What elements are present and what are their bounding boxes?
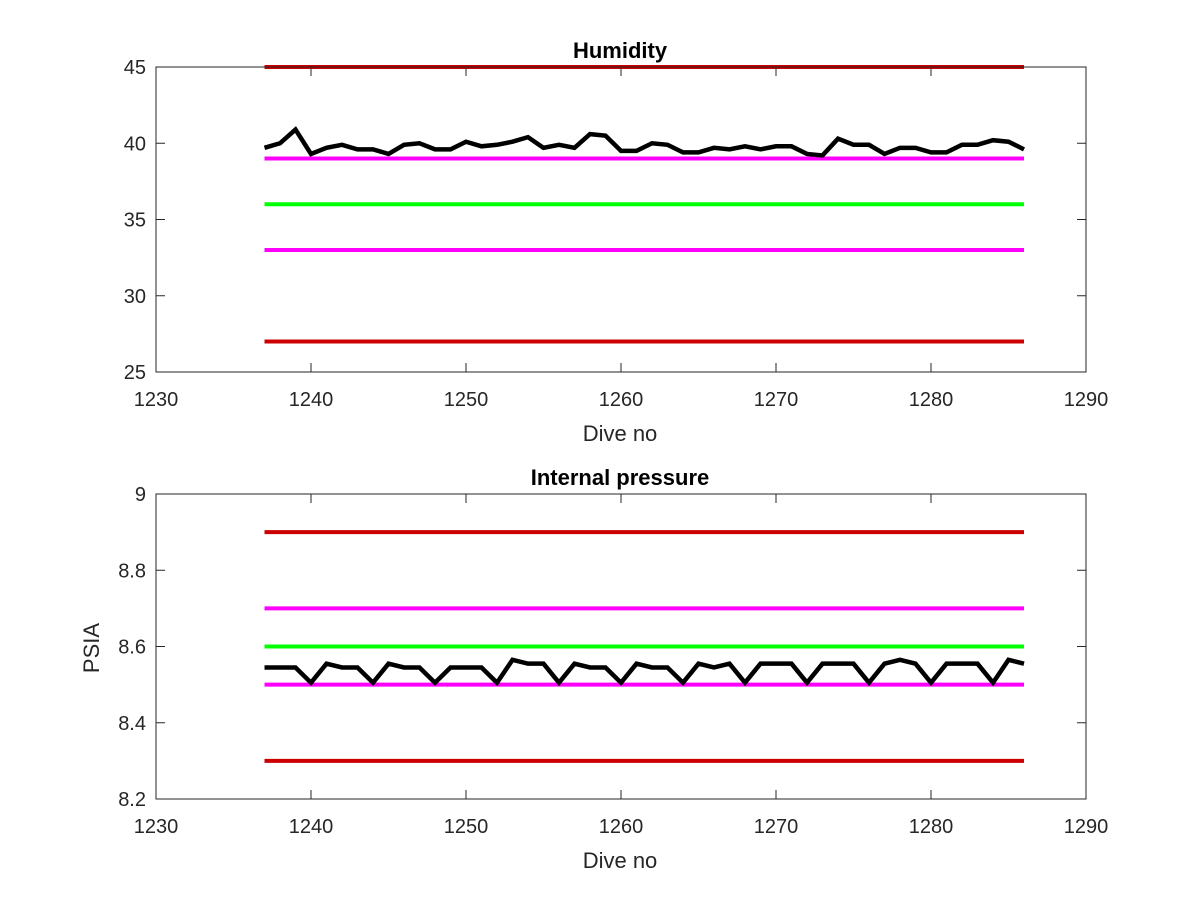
humidity-y-tick-label: 45	[124, 57, 146, 79]
pressure-y-tick-label: 8.2	[118, 789, 146, 811]
pressure-x-tick-label: 1240	[289, 816, 334, 838]
pressure-x-tick-label: 1260	[599, 816, 644, 838]
humidity-series-measurement	[263, 126, 1025, 158]
humidity-plot-area: 1230 1240 1250 1260 1270 1280 1290 25 30 35 40 45	[124, 57, 1109, 411]
humidity-y-tick-label: 30	[124, 286, 146, 308]
humidity-x-tick-label: 1290	[1064, 389, 1109, 411]
pressure-y-tick-label: 8.6	[118, 637, 146, 659]
humidity-x-tick-label: 1240	[289, 389, 334, 411]
humidity-chart: Humidity Dive no 1230 1240 1250 1260 1270 128…	[124, 38, 1109, 446]
pressure-plot-area: 1230 1240 1250 1260 1270 1280 1290 8.2 8.4 8.6 8.8…	[118, 484, 1108, 838]
pressure-y-tick-label: 8.4	[118, 713, 146, 735]
humidity-x-axis-label: Dive no	[583, 421, 658, 446]
pressure-x-tick-label: 1250	[444, 816, 489, 838]
humidity-x-tick-label: 1260	[599, 389, 644, 411]
humidity-x-tick-label: 1230	[134, 389, 179, 411]
pressure-x-axis-label: Dive no	[583, 848, 658, 873]
pressure-series-measurement	[264, 657, 1025, 687]
pressure-x-tick-label: 1230	[134, 816, 179, 838]
pressure-y-axis-label: PSIA	[79, 623, 104, 673]
pressure-title: Internal pressure	[531, 465, 710, 490]
pressure-y-tick-label: 9	[135, 484, 146, 506]
humidity-title: Humidity	[573, 38, 668, 63]
pressure-x-tick-label: 1280	[909, 816, 954, 838]
humidity-y-tick-label: 25	[124, 362, 146, 384]
pressure-x-tick-label: 1270	[754, 816, 799, 838]
pressure-y-tick-label: 8.8	[118, 560, 146, 582]
pressure-chart: Internal pressure Dive no PSIA 1230 1240 1…	[79, 465, 1108, 873]
pressure-x-tick-label: 1290	[1064, 816, 1109, 838]
humidity-x-tick-label: 1270	[754, 389, 799, 411]
humidity-y-tick-label: 40	[124, 133, 146, 155]
humidity-x-tick-label: 1280	[909, 389, 954, 411]
humidity-y-tick-label: 35	[124, 210, 146, 232]
humidity-x-tick-label: 1250	[444, 389, 489, 411]
